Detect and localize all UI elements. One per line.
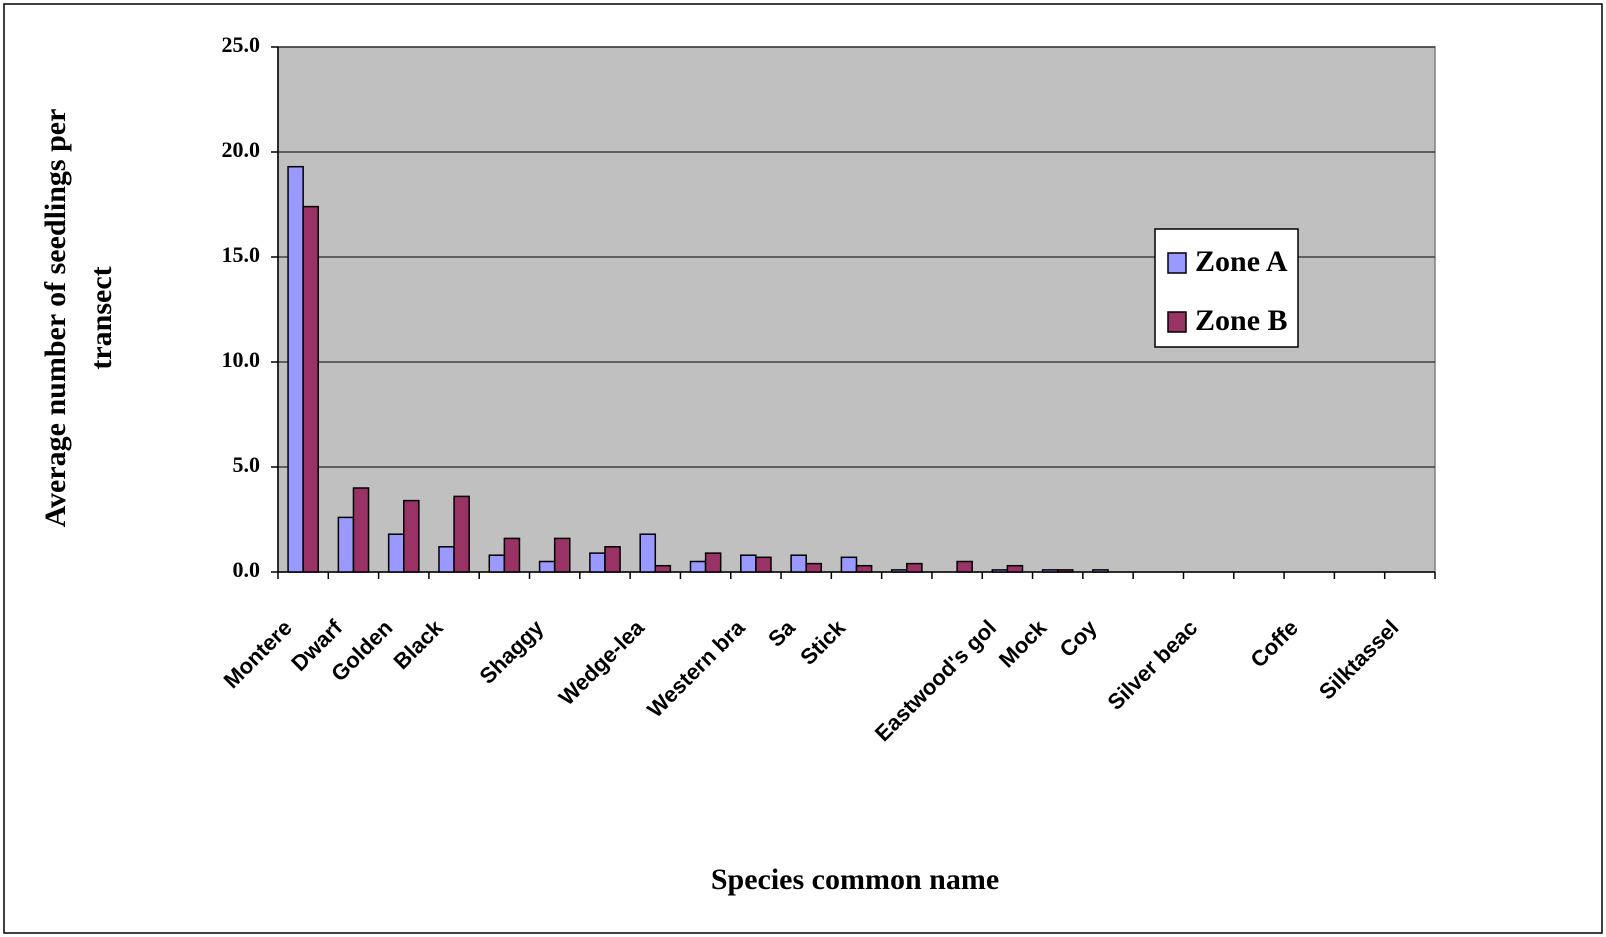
bar [604, 546, 621, 573]
bar [890, 569, 908, 573]
bar [704, 552, 722, 573]
bar [1006, 564, 1024, 573]
bar [1092, 569, 1109, 573]
y-axis-title-line: Average number of seedlings per [39, 109, 72, 528]
bar [956, 560, 973, 573]
legend-swatch [1167, 252, 1187, 274]
y-axis-title-group: Average number of seedlings per transect [39, 109, 118, 528]
bar [538, 560, 556, 573]
bar [906, 562, 923, 573]
bar [755, 556, 772, 573]
bar [654, 564, 672, 573]
bar [790, 554, 807, 573]
y-axis-title: Average number of seedlings per transect [39, 109, 118, 528]
bar [488, 554, 506, 573]
bar [639, 533, 657, 573]
bar [453, 495, 470, 573]
bar [438, 546, 455, 573]
bar [840, 556, 858, 573]
y-tick-label: 20.0 [222, 137, 261, 162]
y-tick-label: 15.0 [222, 242, 261, 267]
y-tick-label: 5.0 [233, 452, 261, 477]
y-axis-title-line: transect [85, 266, 118, 369]
legend-label: Zone A [1195, 245, 1288, 278]
bar [740, 554, 757, 573]
y-tick-label: 25.0 [222, 32, 261, 57]
bar [855, 564, 873, 573]
legend-label: Zone B [1195, 304, 1288, 337]
x-axis-title: Species common name [711, 863, 999, 896]
bar [403, 499, 420, 573]
bar [302, 205, 319, 573]
bar [991, 569, 1009, 573]
bar [1056, 569, 1074, 573]
bar [337, 516, 355, 573]
bar [352, 487, 370, 573]
y-tick-label: 10.0 [222, 347, 261, 372]
bar [689, 560, 707, 573]
y-tick-label: 0.0 [233, 557, 261, 582]
bar [805, 562, 823, 573]
bar [553, 537, 571, 573]
bar [503, 537, 521, 573]
bar [1041, 569, 1059, 573]
bar [589, 552, 606, 573]
bar [387, 533, 405, 573]
legend-swatch [1167, 311, 1187, 333]
bar [287, 165, 304, 573]
